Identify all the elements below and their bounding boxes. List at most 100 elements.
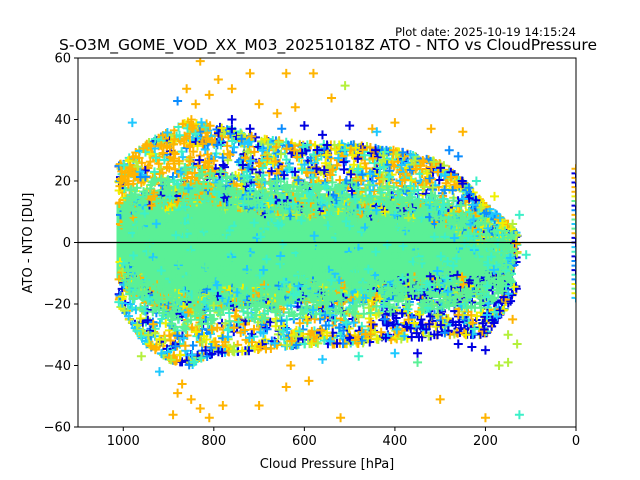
data-point <box>429 232 439 242</box>
outlier-point <box>336 413 346 423</box>
edge-point <box>571 233 576 243</box>
data-point <box>147 201 157 211</box>
data-point <box>271 204 281 214</box>
data-point <box>289 182 299 192</box>
data-point <box>466 289 476 299</box>
data-point <box>369 146 379 156</box>
data-point <box>478 213 488 223</box>
data-point <box>256 342 266 352</box>
data-point <box>201 335 211 345</box>
data-point <box>163 347 173 357</box>
data-point <box>257 286 267 296</box>
data-point <box>350 194 360 204</box>
data-point <box>363 264 373 274</box>
data-point <box>213 257 223 267</box>
data-point <box>163 175 173 185</box>
outlier-point <box>277 124 287 134</box>
data-point <box>215 180 225 190</box>
data-point <box>163 311 173 321</box>
data-point <box>484 236 494 246</box>
data-point <box>258 328 268 338</box>
data-point <box>240 177 250 187</box>
data-point <box>495 256 505 266</box>
data-point <box>326 275 336 285</box>
data-point <box>155 169 165 179</box>
data-point <box>143 233 153 243</box>
data-point <box>139 302 149 312</box>
data-point <box>203 162 213 172</box>
data-point <box>150 167 160 177</box>
data-point <box>150 328 160 338</box>
data-point <box>332 160 342 170</box>
data-point <box>458 179 468 189</box>
data-point <box>489 227 499 237</box>
data-point <box>271 229 281 239</box>
data-point <box>260 193 270 203</box>
data-point <box>137 197 147 207</box>
edge-point <box>571 164 576 174</box>
data-point <box>234 317 244 327</box>
data-point <box>145 157 155 167</box>
data-point <box>481 229 491 239</box>
data-point <box>237 134 247 144</box>
data-point <box>212 194 222 204</box>
data-point <box>250 254 260 264</box>
data-point <box>166 355 176 365</box>
data-point <box>134 153 144 163</box>
data-point <box>187 123 197 133</box>
data-point <box>482 310 492 320</box>
data-point <box>173 314 183 324</box>
data-point <box>489 318 499 328</box>
data-point <box>215 244 225 254</box>
data-point <box>282 267 292 277</box>
data-point <box>170 322 180 332</box>
data-point <box>232 268 242 278</box>
data-point <box>232 229 242 239</box>
data-point <box>361 258 371 268</box>
data-point <box>476 303 486 313</box>
data-point <box>449 233 459 243</box>
data-point <box>217 265 227 275</box>
data-point <box>261 344 271 354</box>
data-point <box>348 150 358 160</box>
data-point <box>119 250 129 260</box>
data-point <box>448 261 458 271</box>
data-point <box>415 245 425 255</box>
data-point <box>313 239 323 249</box>
x-tick-label: 0 <box>572 434 580 449</box>
data-point <box>239 287 249 297</box>
data-point <box>149 257 159 267</box>
y-tick-label: 0 <box>63 236 71 251</box>
data-point <box>448 196 458 206</box>
data-point <box>374 308 384 318</box>
edge-point <box>571 247 576 257</box>
data-point <box>483 242 493 252</box>
outlier-point <box>458 127 468 137</box>
data-point <box>282 144 292 154</box>
data-point <box>309 281 319 291</box>
data-point <box>340 145 350 155</box>
data-point <box>168 147 178 157</box>
x-tick-label: 400 <box>382 434 407 449</box>
data-point <box>154 297 164 307</box>
data-point <box>424 331 434 341</box>
outlier-point <box>508 219 518 229</box>
data-point <box>245 267 255 277</box>
data-point <box>366 250 376 260</box>
data-point <box>370 158 380 168</box>
data-point <box>301 286 311 296</box>
data-point <box>179 333 189 343</box>
data-point <box>312 186 322 196</box>
data-point <box>297 305 307 315</box>
data-point <box>194 268 204 278</box>
data-point <box>292 275 302 285</box>
outlier-point <box>213 75 223 85</box>
data-point <box>403 244 413 254</box>
data-point <box>477 326 487 336</box>
outlier-point <box>467 342 477 352</box>
data-point <box>144 339 154 349</box>
data-point <box>479 209 489 219</box>
data-point <box>470 263 480 273</box>
data-point <box>507 244 517 254</box>
data-point <box>288 290 298 300</box>
